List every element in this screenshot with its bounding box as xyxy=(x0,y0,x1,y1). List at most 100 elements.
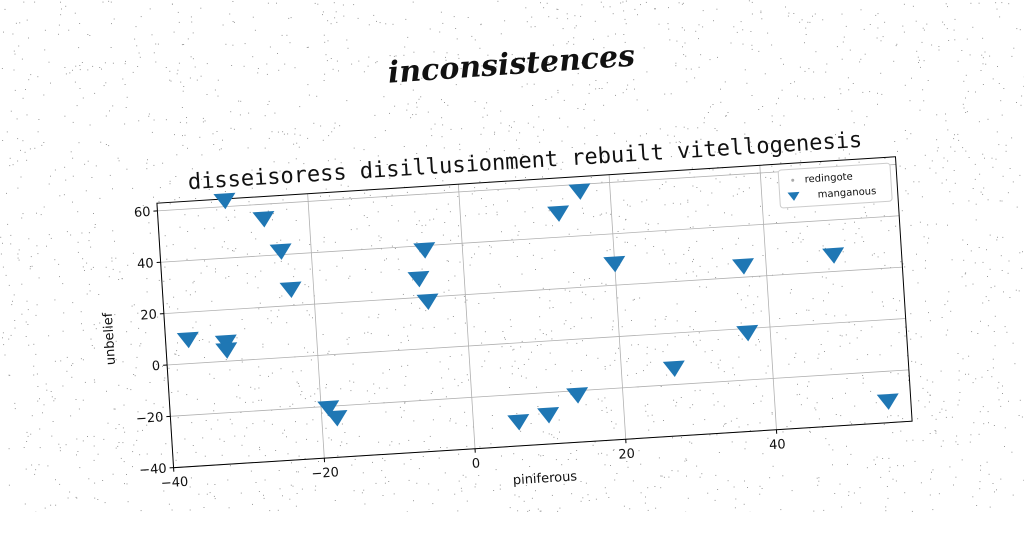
noise-dot xyxy=(1021,96,1022,97)
data-point-manganous xyxy=(416,293,439,310)
y-tick-label: 40 xyxy=(137,256,154,272)
noise-dot xyxy=(334,2,335,3)
y-tick-label: 60 xyxy=(134,205,151,221)
noise-dot xyxy=(108,1,109,2)
data-point-manganous xyxy=(507,414,530,431)
noise-dot xyxy=(315,3,316,4)
data-point-manganous xyxy=(280,281,303,298)
data-point-manganous xyxy=(407,271,430,288)
noise-dot xyxy=(413,2,414,3)
noise-dot xyxy=(994,491,995,492)
noise-dot xyxy=(61,9,62,10)
data-point-manganous xyxy=(568,183,591,200)
noise-dot xyxy=(932,509,933,510)
data-point-manganous xyxy=(252,211,275,228)
noise-dot xyxy=(111,2,112,3)
y-tick-label: 20 xyxy=(140,308,157,324)
noise-dot xyxy=(60,2,61,3)
noise-dot xyxy=(885,510,886,511)
y-grid-line xyxy=(164,267,903,313)
noise-dot xyxy=(1016,102,1017,103)
noise-dot xyxy=(996,489,997,490)
noise-dot xyxy=(629,508,630,509)
data-point-manganous xyxy=(413,242,436,259)
data-point-manganous xyxy=(663,360,686,377)
noise-dot xyxy=(823,510,824,511)
noise-dot xyxy=(939,493,940,494)
data-point-manganous xyxy=(325,410,348,427)
noise-dot xyxy=(59,25,60,26)
noise-dot xyxy=(75,13,76,14)
data-point-manganous xyxy=(877,393,900,410)
noise-dot xyxy=(353,4,354,5)
noise-dot xyxy=(200,8,201,9)
noise-dot xyxy=(343,5,344,6)
noise-dot xyxy=(268,3,269,4)
noise-dot xyxy=(655,508,656,509)
noise-dot xyxy=(841,507,842,508)
noise-dot xyxy=(888,498,889,499)
y-grid-line xyxy=(161,216,900,262)
x-tick-label: −20 xyxy=(311,465,339,482)
noise-dot xyxy=(276,3,277,4)
noise-dot xyxy=(150,8,151,9)
data-point-manganous xyxy=(215,342,238,359)
noise-dot xyxy=(1013,495,1014,496)
noise-dot xyxy=(172,4,173,5)
chart-title: disseisoress disillusionment rebuilt vit… xyxy=(187,128,863,195)
noise-dot xyxy=(317,4,318,5)
data-point-manganous xyxy=(603,256,626,273)
noise-dot xyxy=(1008,3,1009,4)
noise-dot xyxy=(930,495,931,496)
noise-dot xyxy=(735,507,736,508)
noise-dot xyxy=(23,2,24,3)
x-grid-line xyxy=(458,184,475,448)
noise-dot xyxy=(141,16,142,17)
noise-dot xyxy=(34,2,35,3)
x-grid-line xyxy=(308,194,325,458)
x-tick-label: 0 xyxy=(471,456,480,471)
noise-dot xyxy=(232,1,233,2)
y-tick-label: −20 xyxy=(136,410,164,427)
noise-dot xyxy=(103,2,104,3)
x-grid-line xyxy=(609,175,626,439)
noise-dot xyxy=(79,23,80,24)
data-point-manganous xyxy=(736,325,759,342)
noise-dot xyxy=(885,506,886,507)
noise-dot xyxy=(191,16,192,17)
noise-dot xyxy=(860,503,861,504)
x-axis-label: piniferous xyxy=(512,469,577,488)
x-tick-label: −40 xyxy=(160,475,188,492)
noise-dot xyxy=(111,23,112,24)
noise-dot xyxy=(1019,175,1020,176)
x-grid-line xyxy=(760,165,777,429)
y-tick-label: −40 xyxy=(139,462,167,479)
noise-dot xyxy=(976,505,977,506)
noise-dot xyxy=(904,492,905,493)
noise-dot xyxy=(65,6,66,7)
data-point-manganous xyxy=(270,243,293,260)
data-point-manganous xyxy=(177,332,200,349)
noise-dot xyxy=(178,12,179,13)
noise-dot xyxy=(990,507,991,508)
noise-dot xyxy=(16,23,17,24)
noise-dot xyxy=(229,14,230,15)
noise-dot xyxy=(19,22,20,23)
data-point-manganous xyxy=(566,387,589,404)
y-grid-line xyxy=(167,318,906,364)
noise-dot xyxy=(1011,56,1012,57)
noise-dot xyxy=(5,9,6,10)
noise-dot xyxy=(1013,48,1014,49)
noise-dot xyxy=(848,495,849,496)
noise-dot xyxy=(1022,251,1023,252)
data-point-manganous xyxy=(732,258,755,275)
x-tick-label: 40 xyxy=(769,437,786,453)
noise-dot xyxy=(854,493,855,494)
noise-dot xyxy=(972,496,973,497)
legend: redingote manganous xyxy=(778,163,892,208)
noise-dot xyxy=(27,20,28,21)
noise-dot xyxy=(648,510,649,511)
data-point-manganous xyxy=(547,205,570,222)
